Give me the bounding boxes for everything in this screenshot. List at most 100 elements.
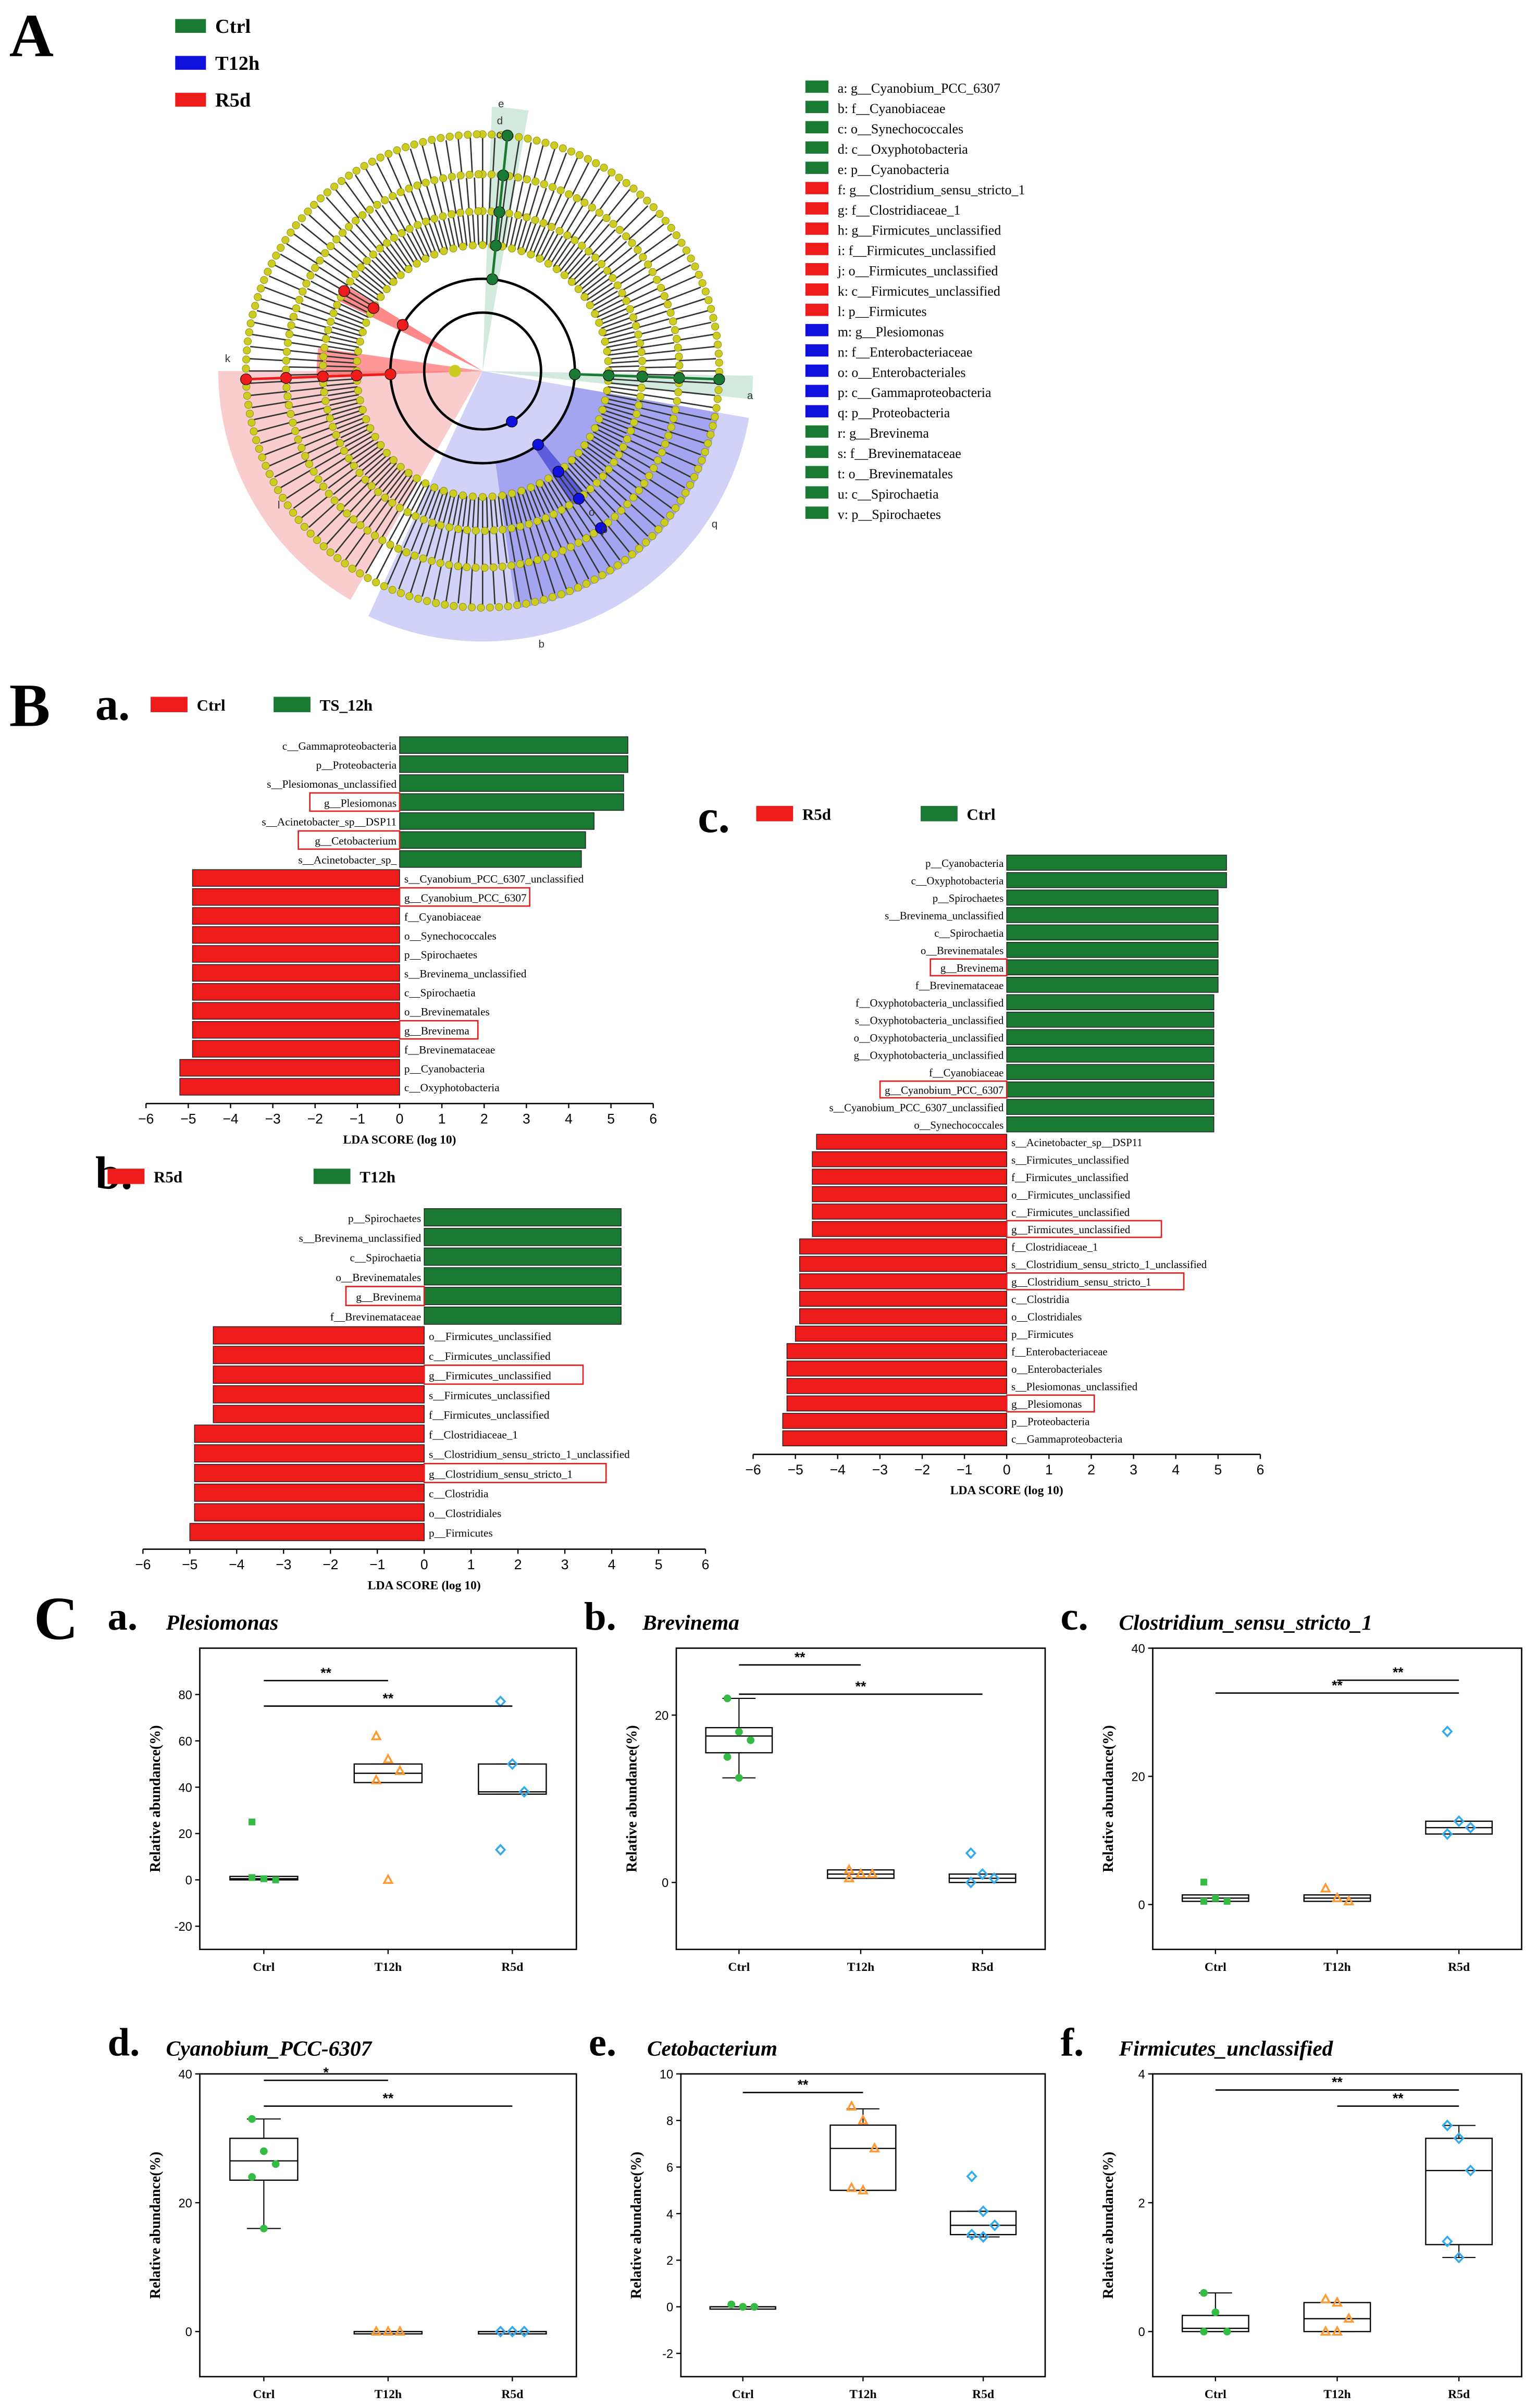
boxplot-data-point (747, 1736, 755, 1744)
tree-node (401, 143, 410, 152)
significance-label: ** (1332, 1678, 1343, 1693)
taxa-label: f: g__Clostridium_sensu_stricto_1 (838, 182, 1025, 197)
lda-legend-label: TS_12h (320, 696, 373, 714)
lda-bar (192, 926, 400, 944)
tree-node (454, 562, 462, 570)
tree-node (488, 130, 496, 139)
tree-node (623, 435, 631, 443)
tree-node (269, 478, 278, 486)
lda-bar-label: o__Brevinematales (336, 1271, 421, 1284)
boxplot-panel-label: b. (584, 1594, 616, 1639)
tree-node (441, 600, 449, 609)
lda-bar (1006, 1116, 1214, 1133)
tree-node (556, 186, 565, 194)
lda-bar (213, 1326, 425, 1345)
lda-bar-label: p__Cyanobacteria (404, 1062, 485, 1075)
lda-bar (1006, 942, 1219, 958)
tree-node (356, 396, 364, 404)
tree-node (667, 423, 675, 431)
tree-node (265, 470, 274, 478)
lda-bar (812, 1186, 1007, 1202)
boxplot-data-point (1442, 1726, 1453, 1737)
taxa-swatch (805, 466, 829, 479)
lda-bar (1006, 994, 1214, 1011)
tree-node (448, 172, 456, 181)
boxplot-data-point (1442, 2235, 1453, 2248)
taxa-label: r: g__Brevinema (838, 426, 929, 441)
boxplot-data-point (735, 1774, 743, 1782)
tree-node (644, 260, 652, 269)
tree-node (250, 427, 258, 436)
tree-node (395, 504, 404, 512)
tree-node (648, 532, 656, 540)
tree-node (450, 602, 458, 610)
tree-node (306, 529, 315, 538)
tree-node (413, 221, 422, 229)
boxplot-data-point (723, 1694, 732, 1703)
tree-node (686, 481, 695, 489)
tree-node (527, 250, 535, 259)
boxplot-data-point (370, 1774, 382, 1784)
tree-node (404, 265, 413, 274)
lda-bar-label: f__Brevinemataceae (330, 1310, 422, 1323)
branch-spirochaetes (575, 373, 720, 381)
tree-node (289, 418, 297, 427)
tree-node (352, 217, 360, 225)
branch-firmicutes (246, 373, 391, 381)
taxa-label: l: p__Firmicutes (838, 304, 927, 319)
tree-node (690, 473, 699, 481)
lda-bar (1006, 976, 1219, 993)
lda-bar-label: o__Brevinematales (404, 1006, 490, 1018)
lda-legend-swatch (313, 1169, 351, 1184)
tree-node (390, 234, 398, 242)
lda-bar-label: g__Brevinema (940, 963, 1004, 974)
boxplot-clostridium: c. Clostridium_sensu_stricto_1 0 20 40 Relati… (1061, 1594, 1522, 1974)
tree-node (301, 452, 309, 460)
legend-label-ctrl: Ctrl (215, 16, 251, 38)
lda-bar (213, 1346, 425, 1364)
taxa-swatch (805, 162, 829, 174)
tree-node (508, 244, 516, 253)
tree-node (682, 246, 690, 255)
lda-x-tick-label: 4 (565, 1111, 573, 1127)
boxplot-data-point (506, 2325, 518, 2338)
boxplot-x-tick-label: T12h (1323, 1960, 1350, 1974)
tree-node (413, 259, 421, 268)
tree-node (294, 516, 303, 524)
tree-node (377, 441, 385, 449)
lda-bar (399, 812, 594, 830)
tree-node (464, 131, 472, 139)
tree-node (654, 456, 662, 465)
lda-bar (1006, 1046, 1214, 1063)
tree-node (321, 397, 330, 405)
lda-bar (812, 1203, 1007, 1220)
lda-legend-swatch (107, 1169, 145, 1184)
tree-node (422, 479, 430, 488)
tree-node (264, 268, 272, 276)
lda-bar (782, 1413, 1007, 1429)
tree-node (636, 392, 644, 401)
lda-bar-label: o__Firmicutes_unclassified (1011, 1189, 1131, 1201)
tree-node (672, 504, 680, 512)
boxplot-y-tick-label: 0 (666, 2301, 673, 2315)
boxplot-y-tick-label: -20 (175, 1920, 192, 1934)
tree-node (575, 151, 584, 159)
tree-node (362, 318, 370, 327)
tree-node (670, 415, 678, 423)
tree-node (358, 328, 367, 336)
tree-node (623, 500, 631, 508)
lda-legend-label: R5d (154, 1168, 182, 1186)
tree-biomarker-node (595, 522, 607, 534)
tree-node (472, 527, 480, 535)
lda-bar (786, 1360, 1007, 1377)
legend-swatch-ctrl (175, 19, 206, 33)
lda-x-tick-label: 3 (561, 1557, 569, 1572)
tree-node (287, 409, 295, 418)
tree-node (664, 431, 673, 440)
tree-node (715, 358, 723, 367)
boxplot-data-point (260, 1875, 267, 1882)
tree-node (608, 168, 616, 177)
tree-node (371, 432, 379, 441)
tree-node (320, 343, 329, 352)
tree-node (247, 418, 256, 427)
